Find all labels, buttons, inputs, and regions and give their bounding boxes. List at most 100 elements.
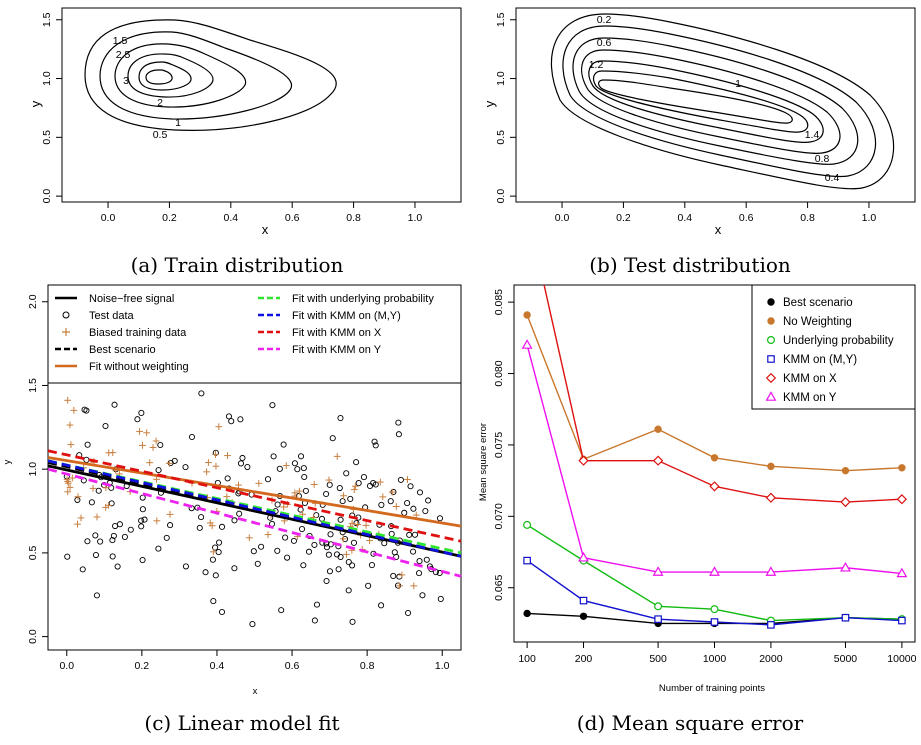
contour-0.6 (572, 37, 859, 165)
test-point (302, 487, 309, 494)
test-point (64, 553, 71, 560)
x-tick-label: 0.0 (101, 212, 116, 224)
test-point (218, 608, 226, 616)
test-point (236, 510, 243, 517)
data-point (896, 494, 908, 505)
test-point (198, 514, 205, 521)
test-point (282, 534, 289, 541)
test-point (280, 441, 287, 448)
data-point (654, 615, 662, 623)
test-point (337, 414, 344, 422)
training-point (396, 582, 403, 590)
training-point (203, 468, 211, 476)
x-tick-label: 100 (518, 653, 536, 665)
test-point (83, 456, 90, 463)
test-point (88, 499, 95, 506)
data-point (765, 566, 777, 576)
test-point (406, 531, 413, 538)
training-point (204, 459, 212, 466)
test-point (93, 592, 100, 599)
x-tick-label: 0.0 (555, 212, 570, 224)
y-tick-label: 0.5 (495, 130, 507, 145)
test-point (95, 487, 102, 494)
test-point (422, 507, 429, 515)
test-point (163, 534, 170, 541)
training-point (325, 476, 333, 484)
x-tick-label: 0.4 (678, 212, 693, 224)
legend-entry: Best scenario (55, 344, 156, 356)
test-point (270, 453, 277, 460)
panel-a-contour-labels: 0.5 1 1.5 2 2.5 3 (113, 35, 181, 141)
test-point (258, 543, 265, 550)
y-tick-label: 0.0 (41, 189, 53, 204)
legend-entry: KMM on (M,Y) (767, 354, 857, 366)
test-point (381, 540, 388, 547)
test-point (407, 483, 414, 490)
x-tick-label: 0.6 (285, 212, 300, 224)
legend-entry: Test data (62, 310, 135, 322)
training-point (77, 514, 85, 522)
panel-b-contour-labels: 0.2 0.4 0.6 0.8 1 1.2 1.4 (589, 14, 840, 184)
x-tick-label: 1.0 (862, 212, 877, 224)
y-tick-label: 1.0 (41, 71, 53, 86)
test-point (139, 494, 146, 501)
test-point (218, 523, 226, 530)
panel-c-y-ticks: 0.0 0.5 1.0 1.5 2.0 (27, 294, 48, 644)
test-point (209, 556, 216, 563)
training-point (152, 437, 160, 445)
y-tick-label: 0.0 (27, 629, 39, 644)
x-tick-label: 0.6 (739, 212, 754, 224)
training-point (70, 406, 78, 414)
test-point (345, 559, 352, 566)
legend-label: Fit with KMM on (M,Y) (292, 310, 401, 322)
test-point (138, 409, 145, 416)
test-point (134, 416, 141, 423)
contour-2.5 (138, 61, 192, 91)
panel-c-xlabel: x (253, 686, 258, 697)
data-point (840, 561, 851, 572)
test-point (231, 517, 238, 524)
training-point (398, 571, 406, 579)
test-point (395, 431, 402, 438)
legend-swatch (62, 328, 70, 336)
test-point (360, 474, 367, 481)
training-point (139, 442, 146, 449)
contour-1.5 (114, 43, 247, 108)
contour-1 (99, 31, 293, 120)
panel-b-contours (550, 13, 895, 190)
contour-0.8 (581, 49, 841, 154)
test-point (212, 544, 219, 551)
training-point (212, 462, 220, 470)
training-point (143, 429, 151, 437)
data-point (765, 492, 777, 503)
test-point (410, 548, 417, 555)
test-point (349, 618, 356, 625)
panel-d-ylabel: Mean square error (478, 423, 489, 501)
test-point (274, 501, 281, 508)
test-point (237, 416, 244, 423)
test-point (343, 470, 350, 477)
test-point (74, 496, 81, 503)
data-point (841, 466, 850, 475)
panel-c: 0.0 0.2 0.4 0.6 0.8 1.0 0.0 0.5 1.0 1.5 2.0 Noise… (2, 284, 462, 735)
fit-line (47, 456, 462, 528)
test-point (290, 537, 297, 544)
data-point (652, 566, 664, 576)
test-point (92, 551, 100, 559)
test-point (323, 577, 330, 585)
fit-line (47, 464, 462, 558)
y-tick-label: 0.5 (27, 545, 39, 560)
data-point (896, 567, 908, 578)
training-point (74, 520, 81, 528)
training-point (310, 481, 318, 488)
test-point (276, 465, 283, 472)
data-point (523, 520, 532, 529)
panel-a-contours (84, 19, 337, 131)
training-point (64, 396, 72, 404)
training-point (93, 513, 101, 521)
test-point (84, 441, 91, 448)
test-point (325, 551, 332, 558)
x-tick-label: 0.2 (616, 212, 631, 224)
panel-a-xlabel: x (262, 222, 269, 237)
panel-d-xlabel: Number of training points (659, 683, 765, 694)
